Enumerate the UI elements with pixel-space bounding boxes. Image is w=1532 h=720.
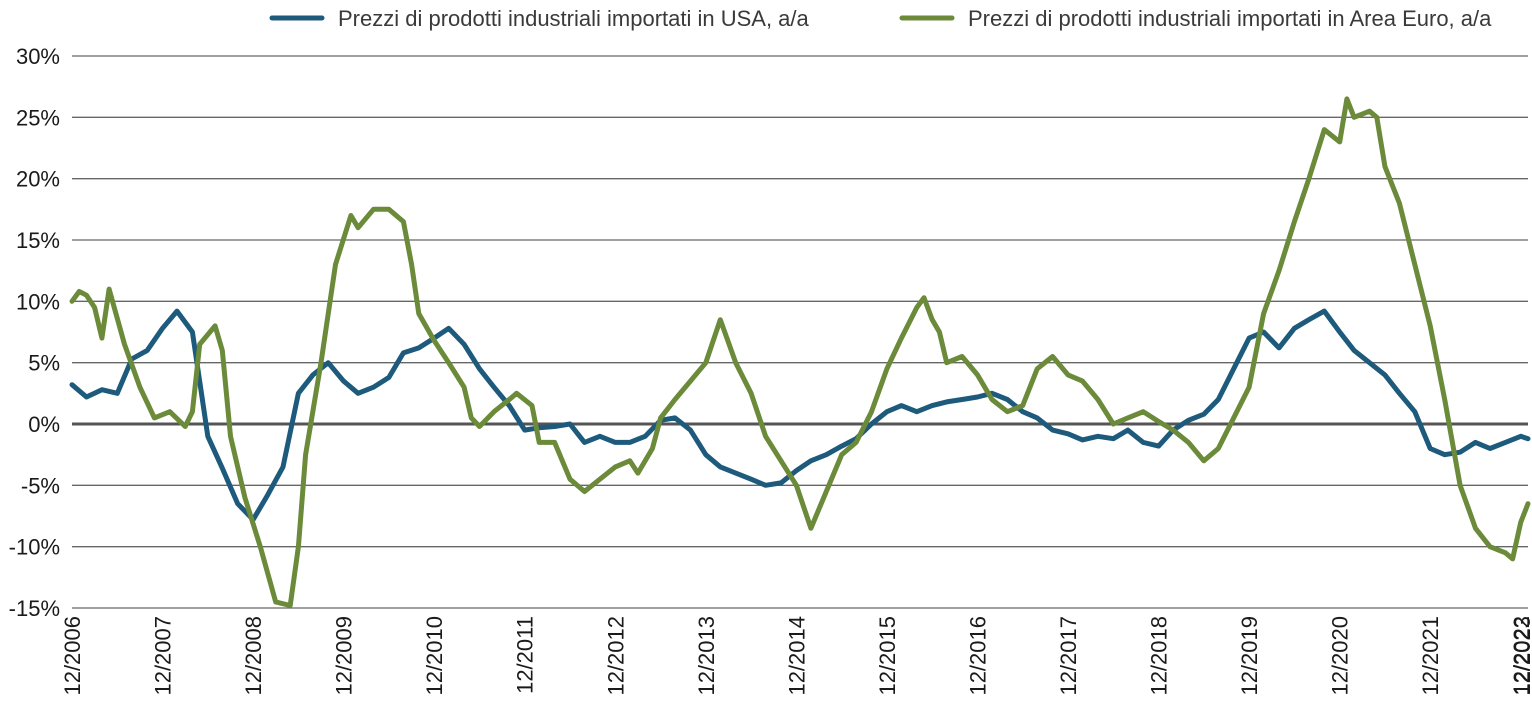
x-tick-label: 12/2021 <box>1418 616 1443 696</box>
x-tick-label: 12/2023 <box>1510 616 1532 696</box>
x-tick-label: 12/2009 <box>332 616 357 696</box>
series-line-euro <box>69 96 1531 608</box>
y-tick-label: 5% <box>28 351 60 376</box>
x-tick-label: 12/2008 <box>241 616 266 696</box>
y-tick-label: 30% <box>16 44 60 69</box>
x-tick-label: 12/2010 <box>422 616 447 696</box>
y-tick-label: 20% <box>16 167 60 192</box>
x-tick-label: 12/2012 <box>603 616 628 696</box>
x-axis: 12/2006 12/2007 12/2008 12/2009 12/2010 12/20… <box>60 616 1532 696</box>
x-tick-label: 12/2014 <box>784 616 809 696</box>
x-tick-label: 12/2016 <box>965 616 990 696</box>
x-tick-label: 12/2007 <box>151 616 176 696</box>
y-tick-label: -10% <box>9 535 60 560</box>
y-tick-label: 25% <box>16 105 60 130</box>
x-tick-label: 12/2011 <box>513 616 538 694</box>
x-tick-label: 12/2006 <box>60 616 85 696</box>
x-tick-label: 12/2020 <box>1328 616 1353 696</box>
legend-label-usa: Prezzi di prodotti industriali importati… <box>338 6 810 31</box>
legend: Prezzi di prodotti industriali importati… <box>269 6 1492 31</box>
y-tick-label: 0% <box>28 412 60 437</box>
x-tick-label: 12/2015 <box>875 616 900 696</box>
y-axis: 30% 25% 20% 15% 10% 5% 0% -5% -10% -15% <box>9 44 1528 621</box>
x-tick-label: 12/2018 <box>1147 616 1172 696</box>
y-tick-label: -5% <box>21 473 60 498</box>
legend-label-euro: Prezzi di prodotti industriali importati… <box>968 6 1492 31</box>
series-group <box>69 96 1531 608</box>
series-line-usa <box>69 308 1531 523</box>
x-tick-label: 12/2013 <box>694 616 719 696</box>
y-tick-label: -15% <box>9 596 60 621</box>
x-tick-label: 12/2019 <box>1237 616 1262 696</box>
x-tick-label: 12/2022 <box>1509 616 1532 696</box>
x-tick-label: 12/2017 <box>1056 616 1081 696</box>
y-tick-label: 15% <box>16 228 60 253</box>
y-tick-label: 10% <box>16 289 60 314</box>
